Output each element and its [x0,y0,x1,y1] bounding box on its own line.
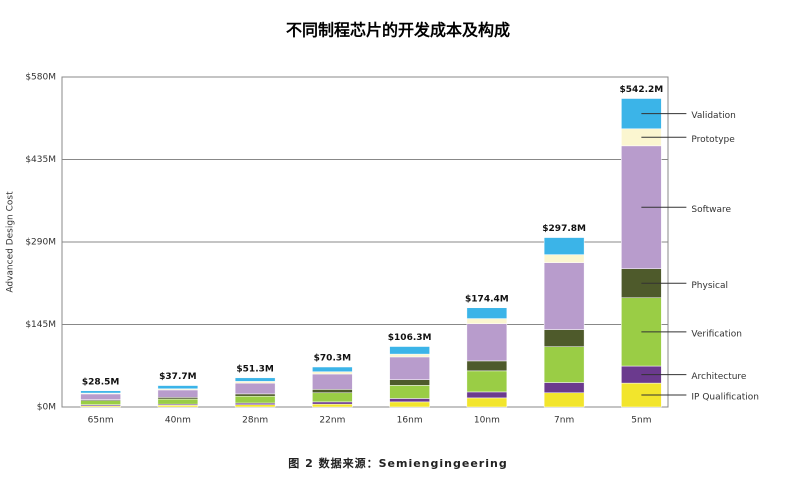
bar-segment [389,401,430,408]
bar-segment [157,389,199,398]
bar-segment [157,398,199,405]
bar-segment [234,381,276,384]
legend-label: Prototype [691,135,735,145]
bar-segment [389,398,430,403]
bar-segment [389,353,430,358]
x-tick-label: 16nm [397,416,423,426]
legend-label: Physical [691,281,728,291]
y-tick-label: $435M [25,155,56,165]
legend-label: IP Qualification [691,393,759,403]
y-tick-label: $145M [25,320,56,330]
bar-segment [543,237,585,255]
bar-segment [157,397,199,400]
bar-segment [80,400,121,405]
bar-segment [466,318,508,324]
bar-segment [466,391,508,399]
bar-segment [312,401,353,405]
bar-segment [466,307,508,319]
total-label: $28.5M [82,377,119,387]
total-label: $51.3M [236,364,273,374]
bar-segment [543,254,585,263]
legend-label: Software [691,205,731,215]
y-tick-label: $0M [37,403,56,413]
total-label: $542.2M [620,85,664,95]
bar-segment [466,360,508,372]
bar-segment [234,402,276,405]
bar-segment [312,389,353,394]
bar-segment [234,382,276,395]
x-tick-label: 10nm [474,416,500,426]
bar-segment [234,393,276,397]
y-tick-label: $290M [25,238,56,248]
bar-segment [312,366,353,372]
x-tick-label: 28nm [242,416,268,426]
legend-label: Validation [691,111,735,121]
total-label: $70.3M [314,354,351,364]
bar-segment [466,370,508,393]
bar-segment [543,382,585,394]
legend-label: Architecture [691,372,747,382]
bar-segment [234,395,276,404]
bar-segment [234,404,276,408]
bar-segment [389,356,430,380]
bar-segment [157,385,199,390]
bar-segment [543,392,585,408]
total-label: $37.7M [159,372,196,382]
x-tick-label: 22nm [319,416,345,426]
x-tick-label: 7nm [554,416,574,426]
bar-segment [312,371,353,375]
bar-segment [312,373,353,390]
bar-segment [466,323,508,362]
total-label: $297.8M [542,224,586,234]
bar-segment [389,385,430,399]
legend-label: Verification [691,329,742,339]
bar-segment [389,379,430,386]
x-tick-label: 5nm [631,416,651,426]
x-tick-label: 40nm [165,416,191,426]
bar-segment [389,346,430,355]
x-tick-label: 65nm [88,416,114,426]
total-label: $106.3M [388,333,432,343]
y-tick-label: $580M [25,73,56,83]
total-label: $174.4M [465,294,509,304]
bar-segment [312,403,353,408]
bar-segment [157,405,199,408]
y-axis-label: Advanced Design Cost [6,191,16,293]
bar-segment [80,390,121,394]
bar-segment [543,262,585,330]
bar-segment [80,393,121,400]
bar-segment [234,377,276,382]
chart-title: 不同制程芯片的开发成本及构成 [286,21,510,40]
bar-segment [466,397,508,408]
caption: 图 2 数据来源：Semiengingeering [288,456,507,470]
bar-segment [543,346,585,383]
bar-segment [312,392,353,403]
bar-segment [543,329,585,347]
